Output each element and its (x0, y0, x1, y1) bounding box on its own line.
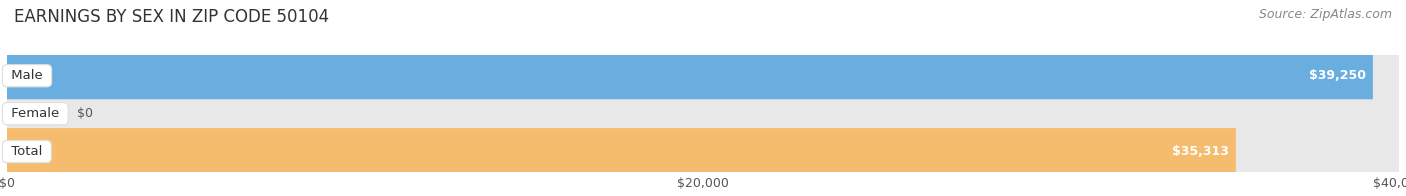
FancyBboxPatch shape (7, 128, 1399, 175)
Text: $39,250: $39,250 (1309, 69, 1365, 82)
FancyBboxPatch shape (7, 52, 1399, 99)
FancyBboxPatch shape (7, 90, 1399, 137)
FancyBboxPatch shape (7, 128, 1236, 175)
Text: EARNINGS BY SEX IN ZIP CODE 50104: EARNINGS BY SEX IN ZIP CODE 50104 (14, 8, 329, 26)
Text: $35,313: $35,313 (1173, 145, 1229, 158)
Text: $0: $0 (77, 107, 93, 120)
Text: Female: Female (7, 107, 63, 120)
Text: Total: Total (7, 145, 46, 158)
Text: Source: ZipAtlas.com: Source: ZipAtlas.com (1258, 8, 1392, 21)
FancyBboxPatch shape (7, 52, 1372, 99)
Text: Male: Male (7, 69, 46, 82)
